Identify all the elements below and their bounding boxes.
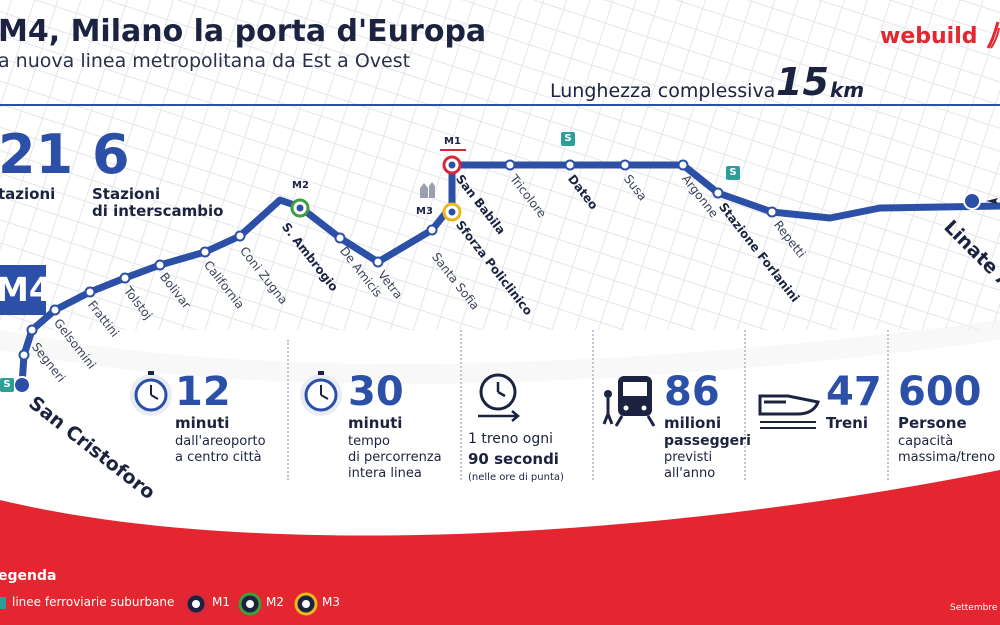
metric-5-unit: Treni (826, 414, 868, 432)
interchange-label-2: di interscambio (92, 202, 224, 220)
metric-5-value: 47 (826, 369, 882, 415)
separator-4 (744, 330, 746, 480)
metric-6-unit: Persone (898, 414, 967, 432)
length-value: 15 (776, 60, 829, 104)
suburban-badge-forlanini: S (726, 166, 740, 180)
station-stop-dot (18, 349, 30, 361)
metric-4-value: 86 (664, 369, 720, 415)
metric-6-desc-2: massima/treno (898, 450, 996, 465)
length-label: Lunghezza complessiva (550, 80, 776, 102)
terminal-dot-linate (963, 192, 981, 210)
stopwatch-icon (130, 371, 172, 416)
metric-6-value: 600 (898, 369, 982, 415)
metric-4-unit: milioni (664, 414, 722, 432)
suburban-legend-swatch (0, 597, 6, 609)
red-wave-footer (0, 470, 1000, 625)
header-divider (0, 104, 1000, 106)
m2-legend-icon (238, 592, 262, 616)
m1-interchange-dot (448, 161, 456, 169)
station-stop-dot (504, 159, 516, 171)
webuild-logo: webuild (880, 24, 978, 49)
metric-4-desc-2: previsti (664, 450, 713, 465)
legend-m1: M1 (212, 595, 230, 609)
stations-label: tazioni (0, 185, 56, 203)
station-stop-dot (766, 206, 778, 218)
separator-5 (887, 330, 889, 480)
legend-m2: M2 (266, 595, 284, 609)
metric-3-desc-1: 1 treno ogni (468, 431, 554, 447)
station-stop-dot (26, 324, 38, 336)
date-label: Settembre (950, 603, 998, 613)
page-title: M4, Milano la porta d'Europa (0, 14, 487, 49)
legend-title: egenda (0, 568, 57, 584)
separator-3 (592, 330, 594, 480)
interchange-label-1: Stazioni (92, 185, 161, 203)
suburban-badge-dateo: S (561, 132, 575, 146)
station-stop-dot (154, 259, 166, 271)
station-stop-dot (234, 230, 246, 242)
airplane-icon (986, 198, 998, 204)
m2-tag: M2 (292, 180, 309, 191)
metric-3-note: (nelle ore di punta) (468, 472, 564, 483)
m3-tag: M3 (416, 206, 433, 217)
station-stop-dot (426, 224, 438, 236)
stations-count: 21 (0, 123, 74, 186)
page-subtitle: a nuova linea metropolitana da Est a Ove… (0, 50, 411, 72)
station-stop-dot (372, 256, 384, 268)
metric-2-desc-3: intera linea (348, 466, 422, 481)
station-stop-dot (199, 246, 211, 258)
metric-1-desc-1: dall'areoporto (175, 434, 266, 449)
station-stop-dot (677, 159, 689, 171)
m4-line-badge: M4 (0, 265, 52, 315)
interchange-count: 6 (92, 123, 130, 186)
metric-1-unit: minuti (175, 414, 230, 432)
duomo-icon (420, 182, 435, 198)
stopwatch-icon (300, 371, 342, 416)
suburban-badge-san-cristoforo: S (0, 378, 14, 392)
legend-m3: M3 (322, 595, 340, 609)
metric-4-desc-1: passeggeri (664, 433, 751, 449)
m1-legend-icon (184, 592, 208, 616)
webuild-logo-mark-icon (986, 21, 1000, 49)
m1-tag: M1 (444, 136, 461, 147)
metric-4-desc-3: all'anno (664, 466, 716, 481)
high-speed-train-icon (758, 394, 820, 429)
length-unit: km (830, 78, 865, 102)
station-stop-dot (619, 159, 631, 171)
legend-suburban: linee ferroviarie suburbane (12, 595, 175, 609)
m3-legend-icon (294, 592, 318, 616)
metric-2-unit: minuti (348, 414, 403, 432)
separator-1 (287, 340, 289, 480)
metric-6-desc-1: capacità (898, 434, 954, 449)
metric-3-desc-2: 90 secondi (468, 450, 559, 468)
terminal-dot-san-cristoforo (13, 376, 31, 394)
passenger-train-icon (602, 376, 656, 427)
station-stop-dot (84, 286, 96, 298)
metric-2-value: 30 (348, 369, 404, 415)
clock-arrow-icon (478, 373, 520, 422)
metric-1-desc-2: a centro città (175, 450, 262, 465)
station-stop-dot (712, 187, 724, 199)
metric-2-desc-1: tempo (348, 434, 390, 449)
separator-2 (460, 330, 462, 480)
station-stop-dot (49, 304, 61, 316)
station-stop-dot (564, 159, 576, 171)
metric-1-value: 12 (175, 369, 231, 415)
m1-tag-underline (440, 149, 466, 151)
station-stop-dot (119, 272, 131, 284)
m3-interchange-dot (448, 208, 456, 216)
m2-interchange-dot (296, 204, 304, 212)
station-stop-dot (334, 232, 346, 244)
metric-2-desc-2: di percorrenza (348, 450, 442, 465)
